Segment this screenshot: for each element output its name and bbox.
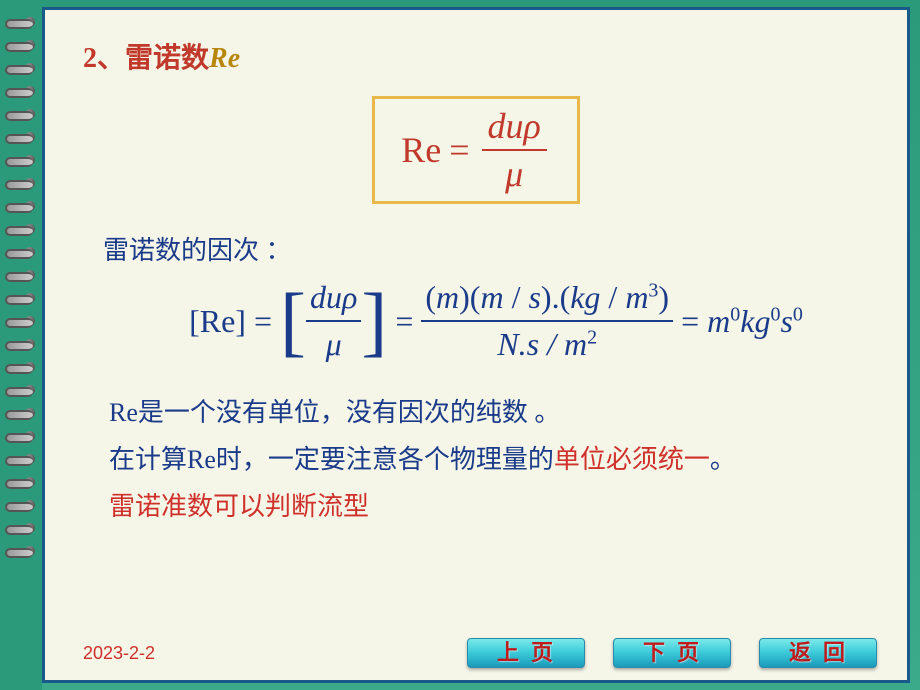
numerator: duρ: [482, 105, 547, 151]
nav-buttons: 上页 下页 返回: [467, 638, 877, 668]
main-formula: Re = duρ μ: [401, 105, 551, 195]
p2-part-c: 。: [710, 445, 736, 474]
spiral-binding: [0, 0, 42, 690]
re-symbol: Re: [200, 303, 236, 340]
big-bracket-open: [: [280, 287, 306, 355]
main-formula-box: Re = duρ μ: [372, 96, 580, 204]
result: m0kg0s0: [707, 303, 803, 340]
fraction-dim: duρ μ: [306, 279, 361, 363]
equals-1: =: [254, 303, 272, 340]
equals-2: =: [395, 303, 413, 340]
title-symbol: Re: [209, 43, 240, 74]
paragraph-1: Re是一个没有单位，没有因次的纯数 。: [109, 393, 869, 432]
dimension-formula: [Re] = [ duρ μ ] = (m)(m / s).(kg / m3) …: [123, 279, 869, 363]
fraction: duρ μ: [482, 105, 547, 195]
bracket-open: [: [189, 303, 200, 340]
title-text: 雷诺数: [125, 43, 209, 74]
slide-date: 2023-2-2: [83, 643, 155, 664]
paragraph-3: 雷诺准数可以判断流型: [109, 487, 869, 526]
title-number: 2、: [83, 43, 125, 74]
denominator: μ: [499, 151, 529, 195]
equals-sign: =: [449, 129, 469, 171]
dimension-label: 雷诺数的因次 ：: [103, 230, 869, 267]
expansion-num: (m)(m / s).(kg / m3): [421, 279, 673, 322]
big-bracket-close: ]: [361, 287, 387, 355]
back-button[interactable]: 返回: [759, 638, 877, 668]
slide-page: 2、雷诺数Re Re = duρ μ 雷诺数的因次 ： [Re] = [ duρ…: [42, 7, 910, 683]
formula-lhs: Re: [401, 129, 441, 171]
bracket-close: ]: [235, 303, 246, 340]
expansion-den: N.s / m2: [493, 322, 601, 363]
dim-numerator: duρ: [306, 279, 361, 322]
slide-title: 2、雷诺数Re: [83, 36, 869, 76]
prev-button[interactable]: 上页: [467, 638, 585, 668]
dim-denominator: μ: [322, 322, 346, 363]
next-button[interactable]: 下页: [613, 638, 731, 668]
p2-emphasis: 单位必须统一: [554, 445, 710, 474]
paragraph-2: 在计算Re时，一定要注意各个物理量的单位必须统一。: [109, 440, 869, 479]
equals-3: =: [681, 303, 699, 340]
fraction-expansion: (m)(m / s).(kg / m3) N.s / m2: [421, 279, 673, 363]
p2-part-a: 在计算Re时，一定要注意各个物理量的: [109, 445, 554, 474]
